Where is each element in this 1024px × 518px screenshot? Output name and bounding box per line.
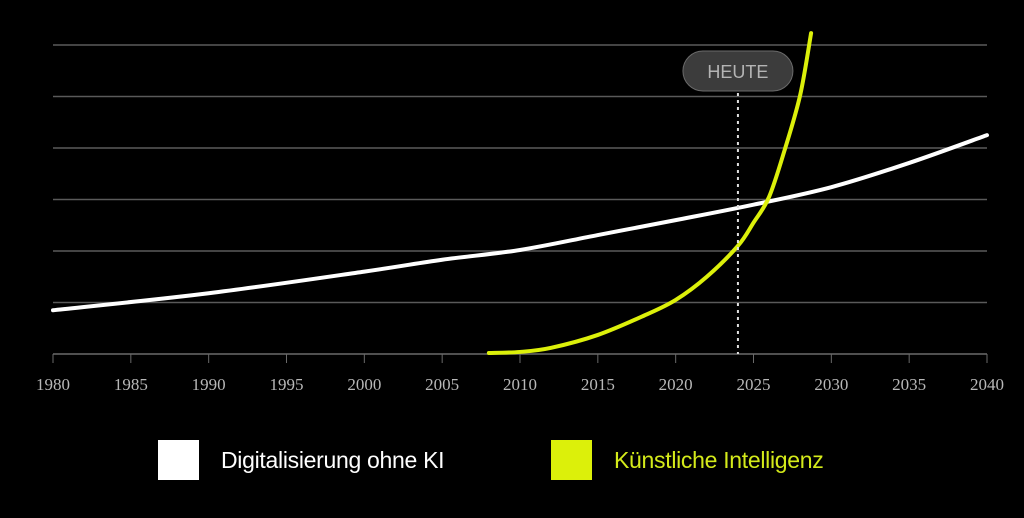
today-annotation: HEUTE <box>682 50 794 354</box>
x-tick-label: 2005 <box>425 375 459 394</box>
today-label: HEUTE <box>707 62 768 82</box>
legend-label: Digitalisierung ohne KI <box>221 446 445 473</box>
series-lines <box>51 31 989 355</box>
chart: 1980 1985 1990 1995 2000 2005 2010 2015 2020 2025… <box>36 31 1004 394</box>
x-tick-label: 2025 <box>737 375 771 394</box>
today-badge <box>682 50 794 92</box>
legend-item-digitalisierung: Digitalisierung ohne KI <box>158 440 445 480</box>
x-tick-label: 2020 <box>659 375 693 394</box>
x-tick-label: 1990 <box>192 375 226 394</box>
x-tick-label: 2000 <box>347 375 381 394</box>
x-tick-label: 1985 <box>114 375 148 394</box>
legend-swatch-white <box>158 440 199 480</box>
x-tick-label: 2015 <box>581 375 615 394</box>
gridlines <box>53 44 987 304</box>
x-tick-label: 2010 <box>503 375 537 394</box>
series-line-ki <box>486 31 814 355</box>
x-tick-label: 1980 <box>36 375 70 394</box>
x-tick-label: 2040 <box>970 375 1004 394</box>
x-tick-label: 1995 <box>270 375 304 394</box>
legend-item-ki: Künstliche Intelligenz <box>551 440 824 480</box>
legend-swatch-green <box>551 440 592 480</box>
legend-label: Künstliche Intelligenz <box>614 446 824 473</box>
series-line-digitalisierung <box>51 133 989 313</box>
x-tick-label: 2035 <box>892 375 926 394</box>
x-tick-label: 2030 <box>814 375 848 394</box>
x-axis: 1980 1985 1990 1995 2000 2005 2010 2015 2020 2025… <box>36 353 1004 394</box>
